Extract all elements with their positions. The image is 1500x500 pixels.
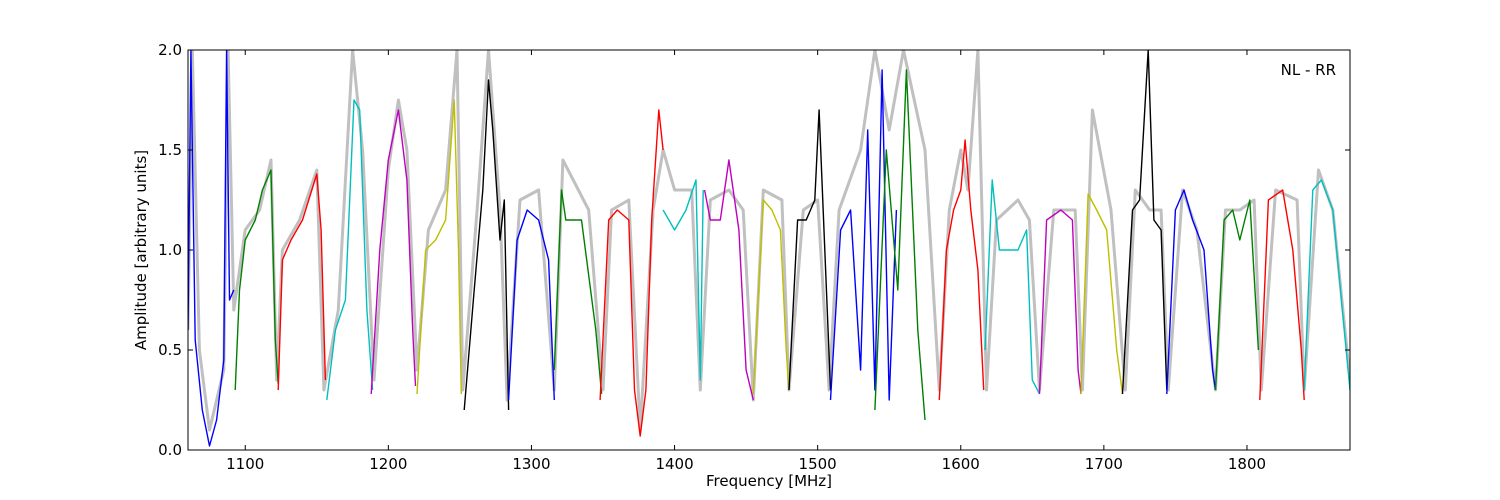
y-tick-label: 1.0 [158,241,182,259]
series-line-6 [416,99,462,395]
x-tick-label: 1700 [1085,455,1123,473]
series-line-8 [507,209,555,401]
x-tick-label: 1100 [226,455,264,473]
y-tick-label: 1.5 [158,141,182,159]
x-tick-label: 1400 [655,455,693,473]
x-axis-label: Frequency [MHz] [706,472,832,490]
series-line-18 [984,179,1041,395]
series-line-14 [788,109,832,391]
series-line-25 [1303,179,1350,391]
y-tick-label: 0.5 [158,341,182,359]
series-line-3 [277,173,327,391]
series-line-24 [1259,189,1305,401]
series-line-22 [1166,189,1217,395]
series-line-19 [1038,209,1082,395]
series-line-7 [463,79,510,411]
x-tick-label: 1800 [1228,455,1266,473]
series-line-21 [1121,50,1168,395]
series-line-13 [752,199,790,395]
chart-annotation: NL - RR [1281,61,1336,79]
x-axis: 1100 1200 1300 1400 1500 1600 1700 1800 [226,50,1266,473]
x-tick-label: 1200 [369,455,407,473]
x-tick-label: 1300 [512,455,550,473]
series-line-11 [662,179,704,381]
series-line-20 [1080,193,1124,395]
y-tick-label: 0.0 [158,441,182,459]
series-line-12 [703,159,754,401]
series-line-10 [599,109,664,437]
series-line-17 [938,139,985,401]
series-line-15 [829,69,898,401]
series-line-4 [326,99,374,401]
envelope-line [188,50,1350,432]
x-tick-label: 1600 [942,455,980,473]
series-line-9 [553,189,603,395]
series-line-1 [188,50,235,447]
envelope-layer [188,50,1350,432]
series-line-2 [234,169,279,391]
plot-background [188,50,1350,450]
y-tick-label: 2.0 [158,41,182,59]
y-axis-label: Amplitude [arbitrary units] [132,150,150,350]
series-layer [188,50,1350,447]
x-tick-label: 1500 [799,455,837,473]
series-line-16 [874,69,926,421]
y-axis: 0.0 0.5 1.0 1.5 2.0 [158,41,1350,459]
series-line-23 [1214,199,1260,391]
series-line-5 [370,109,417,395]
